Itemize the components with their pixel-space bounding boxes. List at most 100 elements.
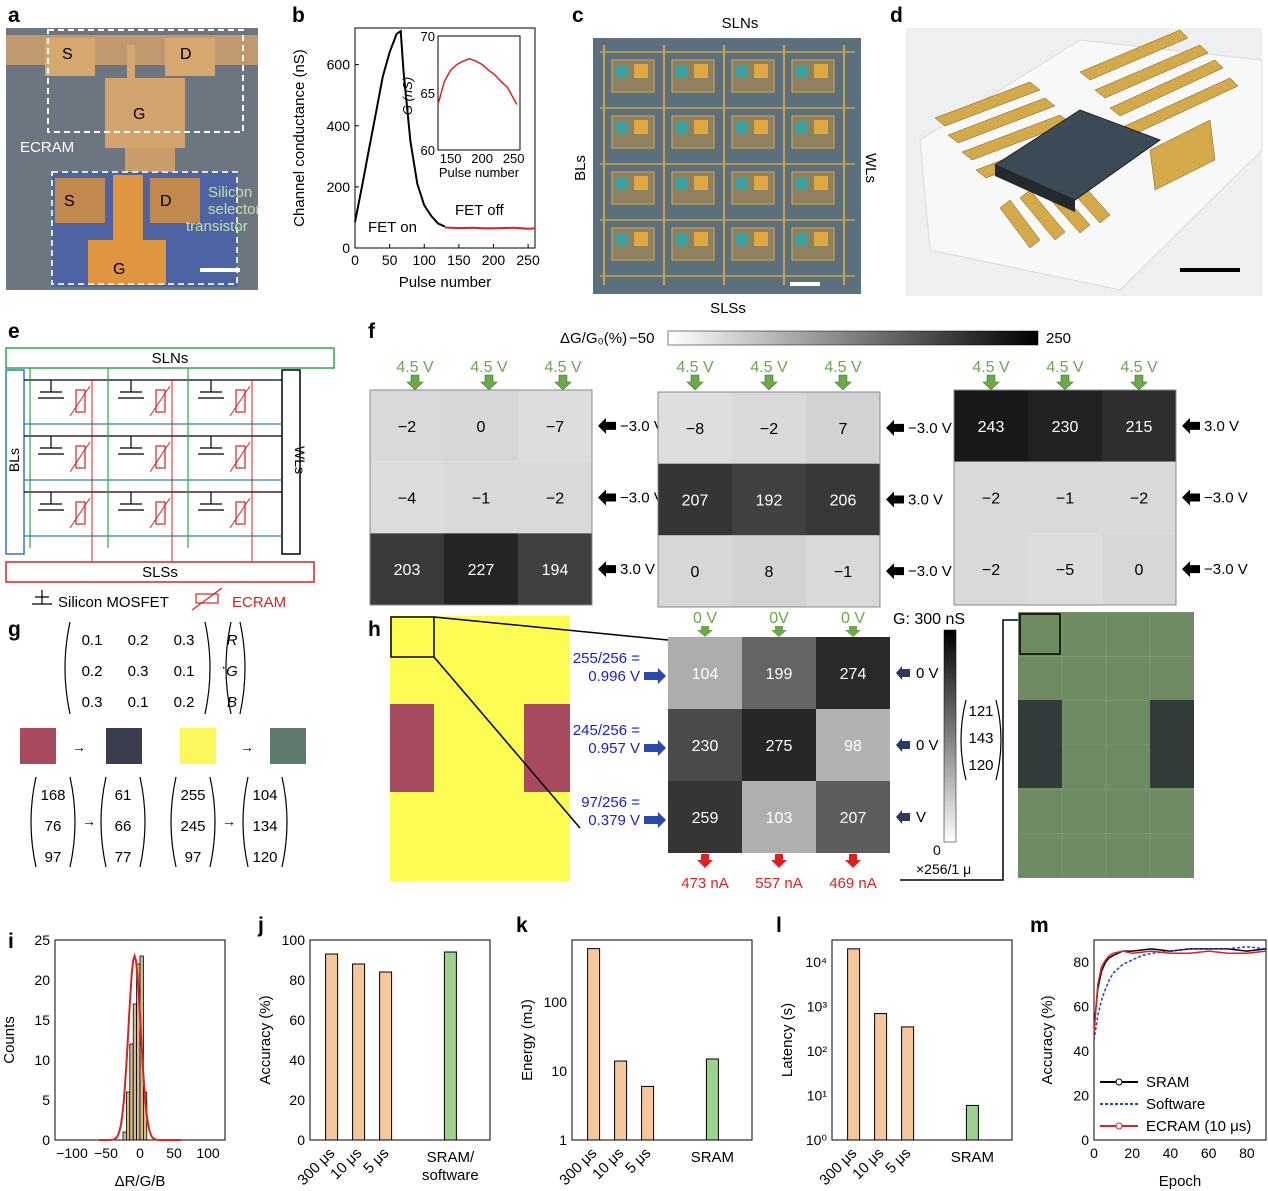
panel-g-paren (204, 621, 211, 715)
panel-f-right-voltage: −3.0 V (1204, 561, 1248, 578)
chart-b-ytick-label: 200 (327, 179, 351, 195)
panel-f-cell-value: −2 (760, 421, 778, 438)
panel-g-arrow: → (222, 813, 236, 829)
label-ecram: ECRAM (20, 139, 74, 156)
panel-h-zoom-line (433, 616, 669, 641)
panel-h-top-voltage: 0V (769, 610, 789, 627)
label-selector-2: selector (208, 201, 261, 218)
panel-letter-i: i (8, 930, 14, 953)
panel-f-cell (518, 461, 592, 534)
panel-h-cell-value: 104 (692, 666, 719, 683)
chart-m-series-1 (1093, 945, 1267, 1041)
chart-i-xtick-label: −50 (94, 1145, 118, 1161)
chart-m-xtick-label: 60 (1201, 1145, 1217, 1161)
chart-j-ytick-label: 40 (289, 1052, 305, 1068)
panel-h-image-block (390, 704, 434, 792)
panel-h-input-arrow (644, 740, 666, 756)
panel-h-input-arrow (644, 668, 666, 684)
panel-h-current-arrow (697, 854, 713, 868)
label-selector-3: transistor (186, 218, 248, 235)
panel-h-cell (742, 637, 816, 709)
chart-l-bar (901, 1026, 915, 1141)
panel-g-paren (64, 621, 71, 715)
chart-b-inset-ytick-label: 65 (421, 86, 435, 101)
panel-h-cell (668, 637, 742, 709)
chart-k-frame (571, 939, 753, 1141)
chart-b-ylabel: Channel conductance (nS) (291, 49, 308, 227)
chart-k-bar (587, 948, 601, 1141)
panel-h-cell-value: 98 (844, 738, 862, 755)
panel-g-vec-in2: 97 (185, 849, 202, 866)
panel-e-ecram-arrow (229, 497, 251, 529)
chart-b-xtick-label: 150 (447, 252, 471, 268)
panel-letter-c: c (572, 4, 584, 27)
panel-h-colorbar-min: 0 (933, 842, 941, 858)
panel-g-color-swatch (270, 728, 306, 764)
chart-b-series-off (444, 226, 536, 230)
panel-f-cell-value: 192 (756, 493, 783, 510)
panel-c-cell-gate (796, 178, 808, 190)
panel-f-cell (732, 535, 806, 607)
panel-f-right-arrow (598, 417, 616, 434)
panel-g-vec-in1: 76 (45, 818, 62, 835)
panel-e-ecram-arrow (69, 497, 91, 529)
panel-f-top-voltage: 4.5 V (750, 359, 788, 376)
label-g1: G (133, 106, 145, 123)
panel-h-cell (816, 637, 890, 709)
panel-h-right-voltage: 0 V (916, 665, 939, 682)
panel-e-ecram (75, 445, 86, 469)
chart-i-xtick-label: −100 (56, 1145, 88, 1161)
panel-h-output-block (1150, 700, 1194, 788)
panel-f-right-voltage: 3.0 V (1204, 418, 1239, 435)
panel-e-right: WLs (292, 446, 308, 474)
panel-f-cell (1028, 461, 1102, 534)
panel-h-top-arrow (771, 626, 787, 637)
panel-f-cell-value: 203 (394, 562, 421, 579)
panel-f-top-voltage: 4.5 V (1046, 359, 1084, 376)
panel-g-paren (100, 776, 107, 868)
panel-h-output-block (1018, 700, 1062, 788)
panel-h-connector (900, 619, 1018, 881)
chart-k-category: 5 μs (622, 1145, 654, 1177)
chart-l-ytick-label: 10¹ (807, 1088, 828, 1104)
panel-h-current: 469 nA (829, 875, 877, 892)
panel-c-cell-gate (676, 178, 688, 190)
panel-h-vec: 143 (968, 730, 993, 747)
chart-j-ylabel: Accuracy (%) (257, 995, 274, 1084)
panel-h-top-voltage: 0 V (841, 610, 865, 627)
panel-h-output-zoom-box (1019, 613, 1061, 655)
panel-f-cell (1028, 390, 1102, 462)
panel-c-cell-gate (616, 122, 628, 134)
chart-i-ytick-label: 15 (34, 1012, 50, 1028)
chart-l-ytick-label: 10⁴ (805, 954, 827, 970)
panel-h-zoom-box (390, 616, 435, 658)
panel-c-cell-pad (634, 120, 648, 134)
panel-f-cell-value: −1 (472, 491, 490, 508)
panel-c-left: BLs (572, 155, 589, 181)
panel-letter-h: h (368, 618, 381, 641)
chart-l-category: SRAM (951, 1149, 994, 1166)
panel-f-colorbar-max: 250 (1046, 330, 1071, 347)
panel-f-right-arrow (598, 489, 616, 506)
panel-f-right-arrow (886, 419, 904, 436)
panel-g-paren (281, 776, 288, 868)
chart-k-ylabel: Energy (mJ) (519, 999, 536, 1081)
panel-f-right-arrow (598, 561, 616, 578)
panel-g-matrix-value: 0.3 (82, 694, 103, 711)
chart-i-ytick-label: 25 (34, 932, 50, 948)
panel-e-ecram (155, 445, 166, 469)
chart-j-bar (379, 971, 393, 1141)
chart-m-legend-label: SRAM (1146, 1074, 1189, 1091)
panel-g-matrix-value: 0.3 (174, 632, 195, 649)
panel-h-right-arrow (896, 666, 910, 680)
chart-j-category: 5 μs (360, 1145, 392, 1177)
panel-f-cell-value: 0 (691, 564, 700, 581)
panel-c-top: SLNs (722, 15, 759, 32)
panel-g-paren (170, 776, 177, 868)
chart-l-bar (847, 948, 861, 1141)
panel-g-matrix-value: 0.2 (82, 663, 103, 680)
panel-letter-e: e (8, 320, 20, 343)
